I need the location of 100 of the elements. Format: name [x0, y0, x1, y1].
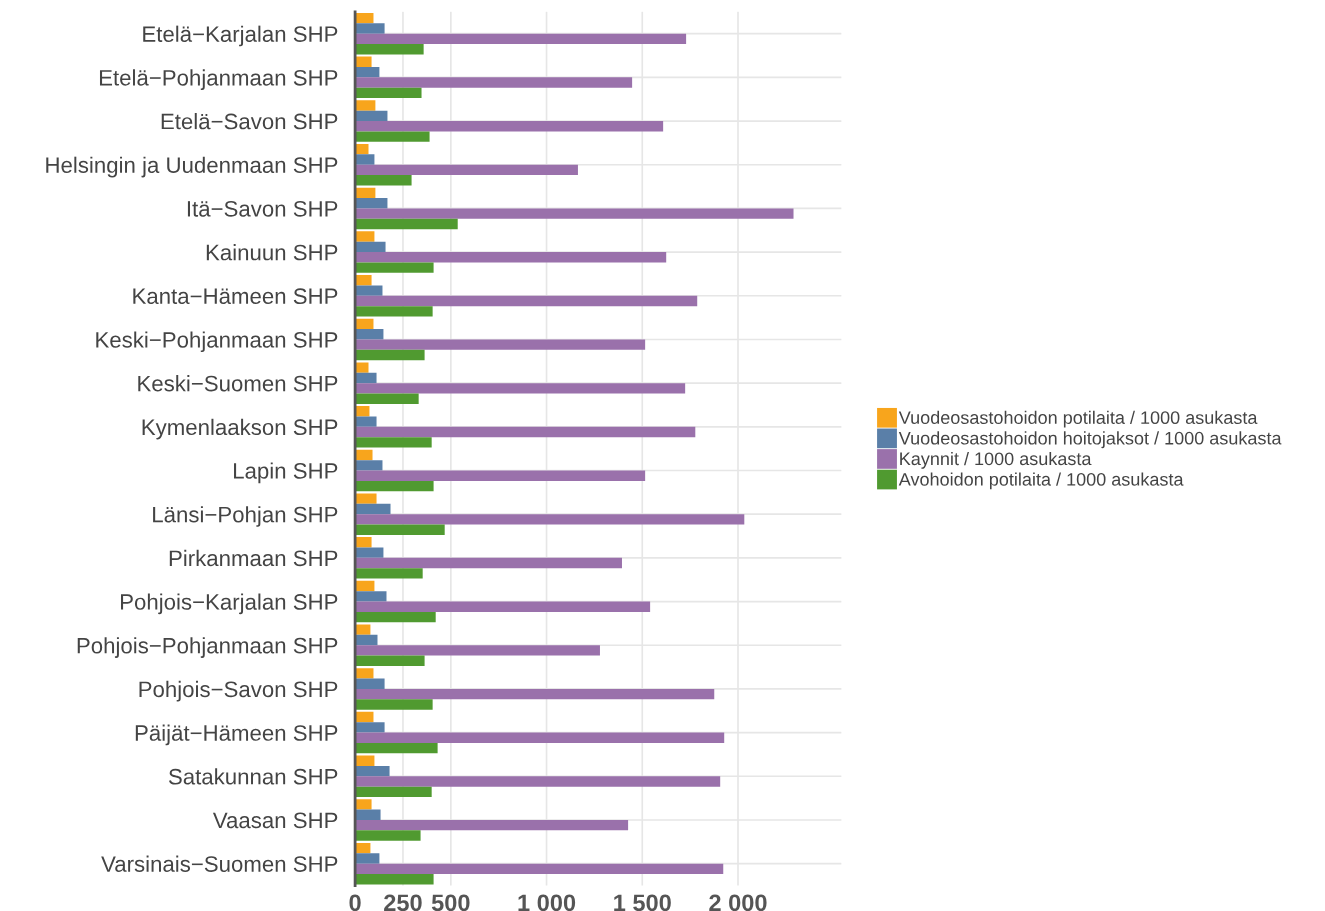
y-tick-label: Pohjois−Karjalan SHP — [121, 593, 338, 615]
bar — [355, 262, 434, 273]
y-tick-label: Pohjois−Pohjanmaan SHP — [77, 637, 338, 658]
bar — [355, 23, 385, 34]
legend-label: Kaynnit / 1000 asukasta — [900, 451, 1092, 469]
bar — [355, 568, 423, 579]
bar — [355, 383, 686, 394]
bar — [355, 275, 372, 286]
bar — [355, 372, 377, 384]
bar — [355, 56, 372, 67]
x-tick-label: 1 500 — [614, 894, 671, 911]
y-tick-label: Länsi−Pohjan SHP — [153, 506, 338, 527]
bar — [355, 437, 432, 448]
bar — [355, 819, 629, 831]
bar — [355, 295, 698, 307]
bar — [355, 580, 375, 592]
bar — [355, 611, 436, 623]
bar — [355, 143, 369, 155]
bar — [355, 393, 419, 404]
bar — [355, 755, 375, 766]
bar — [355, 362, 369, 373]
y-tick-label: Etelä−Savon SHP — [161, 113, 338, 130]
bar — [355, 208, 794, 219]
bar — [355, 198, 388, 209]
y-tick-label: Lapin SHP — [234, 462, 338, 484]
bar — [355, 645, 600, 656]
y-tick-label: Päijät−Hämeen SHP — [135, 724, 338, 746]
bar — [355, 66, 380, 78]
bar — [355, 110, 388, 122]
bar — [355, 241, 386, 253]
bar — [355, 33, 687, 45]
bar — [355, 634, 378, 646]
bar — [355, 480, 434, 492]
x-tick-label: 500 — [431, 894, 470, 911]
bar — [355, 732, 725, 743]
x-tick-label: 1 000 — [518, 894, 576, 911]
bar — [355, 154, 375, 165]
bar — [355, 231, 375, 242]
y-tick-label: Keski−Pohjanmaan SHP — [96, 331, 338, 353]
bar — [355, 449, 373, 461]
bar — [355, 100, 376, 111]
y-tick-label: Pohjois−Savon SHP — [139, 680, 338, 702]
bar — [355, 742, 438, 754]
bar — [355, 591, 387, 602]
bar — [355, 557, 622, 569]
bar — [355, 537, 372, 548]
bar — [355, 306, 433, 317]
bar — [355, 349, 425, 361]
bar — [355, 339, 646, 350]
x-tick-label: 250 — [384, 894, 422, 911]
bar — [355, 678, 385, 689]
y-tick-label: Keski−Suomen SHP — [138, 375, 338, 392]
bar — [355, 87, 422, 99]
bar — [355, 853, 380, 864]
bar — [355, 809, 381, 820]
y-tick-label: Vaasan SHP — [212, 812, 338, 829]
bar — [355, 252, 667, 263]
bar — [355, 722, 385, 733]
y-tick-label: Varsinais−Suomen SHP — [101, 855, 338, 872]
bar — [355, 44, 424, 55]
bar — [355, 121, 664, 132]
y-tick-label: Kainuun SHP — [206, 244, 338, 261]
bar — [355, 786, 432, 798]
bar — [355, 668, 374, 679]
bar — [355, 187, 376, 199]
x-tick-label: 0 — [349, 894, 361, 911]
bar — [355, 218, 458, 230]
bar — [355, 175, 412, 186]
bar — [355, 503, 391, 515]
y-tick-label: Itä−Savon SHP — [187, 200, 338, 217]
y-tick-label: Kymenlaakson SHP — [142, 418, 338, 440]
bar — [355, 601, 651, 612]
bar — [355, 874, 434, 885]
bar — [355, 547, 384, 558]
y-tick-label: Helsingin ja Uudenmaan SHP — [46, 156, 338, 178]
bar — [355, 329, 384, 340]
bar — [355, 131, 430, 142]
bar — [355, 655, 425, 666]
bar — [355, 524, 445, 535]
bar — [355, 493, 377, 504]
bar — [355, 765, 390, 777]
legend-label: Vuodeosastohoidon hoitojaksot / 1000 asukasta — [898, 431, 1282, 449]
y-tick-label: Etelä−Karjalan SHP — [143, 25, 338, 47]
bar — [355, 514, 745, 525]
legend-label: Vuodeosastohoidon potilaita / 1000 asukasta — [898, 410, 1258, 428]
x-tick-label: 2 000 — [709, 894, 767, 911]
y-tick-label: Pirkanmaan SHP — [169, 549, 338, 567]
y-tick-label: Satakunnan SHP — [168, 768, 338, 785]
bar — [355, 426, 696, 438]
y-tick-label: Etelä−Pohjanmaan SHP — [99, 69, 338, 91]
bar — [355, 460, 383, 471]
bar — [355, 863, 724, 875]
bar — [355, 416, 377, 427]
bar — [355, 699, 433, 710]
legend-label: Avohoidon potilaita / 1000 asukasta — [898, 472, 1184, 490]
bar — [355, 285, 383, 296]
bar — [355, 77, 633, 88]
bar — [355, 688, 715, 700]
bar — [355, 164, 578, 176]
bar — [355, 776, 721, 787]
